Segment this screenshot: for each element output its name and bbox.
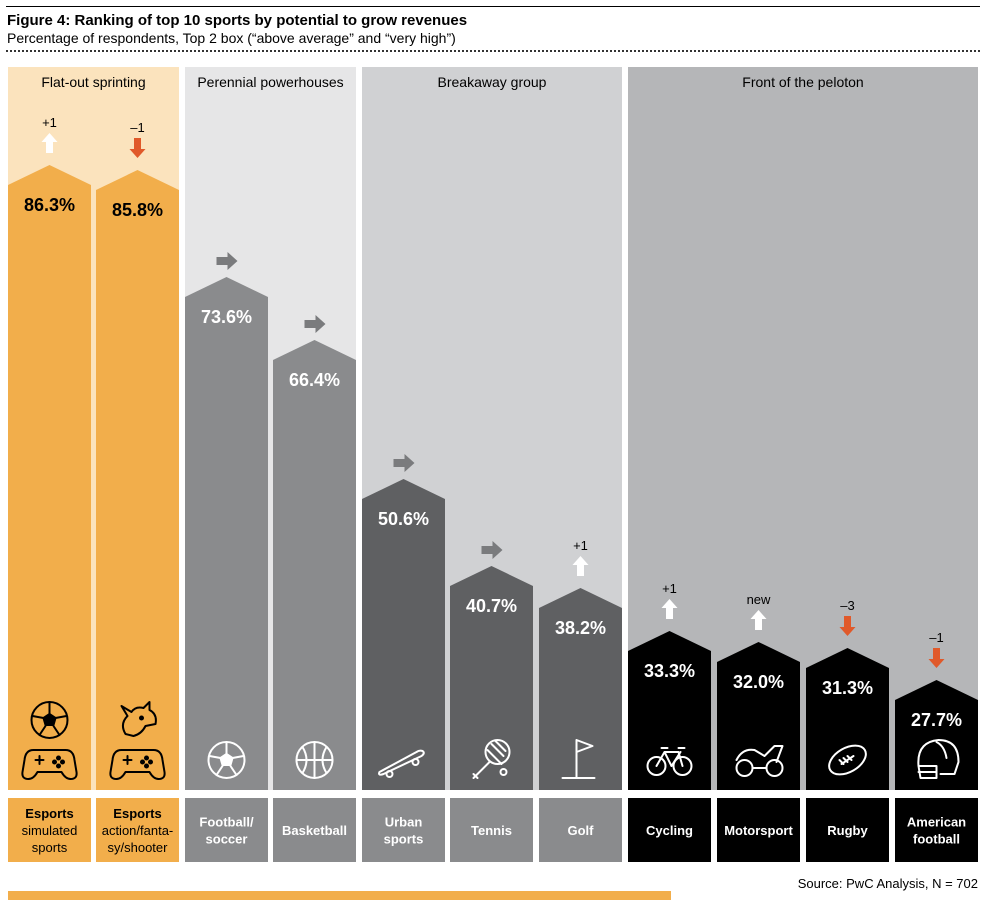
category-box bbox=[895, 798, 978, 862]
rank-change-label: +1 bbox=[42, 115, 57, 130]
bar bbox=[539, 588, 622, 790]
rugby-ball-icon bbox=[828, 744, 867, 776]
data-label: 66.4% bbox=[289, 370, 340, 390]
arrow-right-icon bbox=[216, 252, 238, 270]
category-label: Esports bbox=[113, 806, 161, 821]
group-label: Flat-out sprinting bbox=[41, 74, 145, 90]
arrow-up-icon bbox=[41, 133, 58, 153]
arrow-right-icon bbox=[481, 541, 503, 559]
arrow-up-icon bbox=[661, 599, 678, 619]
category-label: American bbox=[907, 815, 966, 830]
chart-subtitle: Percentage of respondents, Top 2 box (“a… bbox=[7, 30, 456, 46]
dragon-icon bbox=[120, 701, 157, 737]
rank-change-label: +1 bbox=[662, 581, 677, 596]
category-label: simulated bbox=[22, 823, 78, 838]
data-label: 85.8% bbox=[112, 200, 163, 220]
arrow-up-icon bbox=[572, 556, 589, 576]
gamepad-icon bbox=[21, 749, 78, 780]
chart-title: Figure 4: Ranking of top 10 sports by po… bbox=[7, 12, 468, 29]
data-label: 40.7% bbox=[466, 596, 517, 616]
data-label: 50.6% bbox=[378, 509, 429, 529]
category-box bbox=[185, 798, 268, 862]
rank-change-label: –1 bbox=[929, 630, 943, 645]
group-label: Breakaway group bbox=[438, 74, 547, 90]
gamepad-icon bbox=[109, 749, 166, 780]
category-label: sports bbox=[32, 840, 68, 855]
category-label: Tennis bbox=[471, 823, 512, 838]
data-label: 33.3% bbox=[644, 661, 695, 681]
soccer-ball-icon bbox=[30, 701, 69, 739]
bar bbox=[96, 170, 179, 790]
rank-change-label: new bbox=[747, 592, 771, 607]
football-helmet-icon bbox=[917, 739, 960, 779]
category-box bbox=[362, 798, 445, 862]
bicycle-icon bbox=[646, 747, 693, 776]
arrow-right-icon bbox=[304, 315, 326, 333]
arrow-down-icon bbox=[839, 616, 856, 636]
category-label: Rugby bbox=[827, 823, 868, 838]
category-label: Football/ bbox=[199, 815, 254, 830]
rank-change-label: –3 bbox=[840, 598, 854, 613]
bottom-accent-bar bbox=[8, 891, 671, 900]
data-label: 73.6% bbox=[201, 307, 252, 327]
category-label: action/fanta- bbox=[102, 823, 174, 838]
data-label: 32.0% bbox=[733, 672, 784, 692]
rank-change-label: +1 bbox=[573, 538, 588, 553]
data-label: 38.2% bbox=[555, 618, 606, 638]
category-label: Motorsport bbox=[724, 823, 793, 838]
bar bbox=[185, 277, 268, 790]
bar bbox=[628, 631, 711, 790]
category-label: Esports bbox=[25, 806, 73, 821]
bar bbox=[450, 566, 533, 790]
tennis-racket-icon bbox=[472, 739, 511, 779]
category-label: Cycling bbox=[646, 823, 693, 838]
dotted-divider bbox=[6, 50, 980, 52]
category-label: soccer bbox=[206, 832, 248, 847]
top-rule bbox=[6, 6, 980, 7]
arrow-down-icon bbox=[129, 138, 146, 158]
bar bbox=[362, 479, 445, 790]
golf-flag-icon bbox=[561, 739, 596, 779]
category-label: Urban bbox=[385, 815, 423, 830]
data-label: 27.7% bbox=[911, 710, 962, 730]
category-box bbox=[450, 798, 533, 862]
category-box bbox=[539, 798, 622, 862]
arrow-up-icon bbox=[750, 610, 767, 630]
category-label: football bbox=[913, 832, 960, 847]
category-label: sports bbox=[384, 832, 424, 847]
bar bbox=[273, 340, 356, 790]
category-box bbox=[96, 798, 179, 862]
source-note: Source: PwC Analysis, N = 702 bbox=[797, 876, 978, 891]
category-box bbox=[8, 798, 91, 862]
category-box bbox=[273, 798, 356, 862]
rank-change-label: –1 bbox=[130, 120, 144, 135]
arrow-down-icon bbox=[928, 648, 945, 668]
group-label: Front of the peloton bbox=[742, 74, 863, 90]
category-box bbox=[717, 798, 800, 862]
data-label: 31.3% bbox=[822, 678, 873, 698]
arrow-right-icon bbox=[393, 454, 415, 472]
category-label: sy/shooter bbox=[108, 840, 169, 855]
group-label: Perennial powerhouses bbox=[197, 74, 343, 90]
category-box bbox=[806, 798, 889, 862]
category-label: Golf bbox=[568, 823, 595, 838]
category-label: Basketball bbox=[282, 823, 347, 838]
motorcycle-icon bbox=[735, 745, 784, 777]
basketball-icon bbox=[295, 741, 334, 779]
bar bbox=[806, 648, 889, 790]
bar bbox=[8, 165, 91, 790]
skateboard-icon bbox=[378, 749, 425, 778]
bar bbox=[895, 680, 978, 790]
soccer-ball-icon bbox=[207, 741, 246, 779]
data-label: 86.3% bbox=[24, 195, 75, 215]
category-box bbox=[628, 798, 711, 862]
